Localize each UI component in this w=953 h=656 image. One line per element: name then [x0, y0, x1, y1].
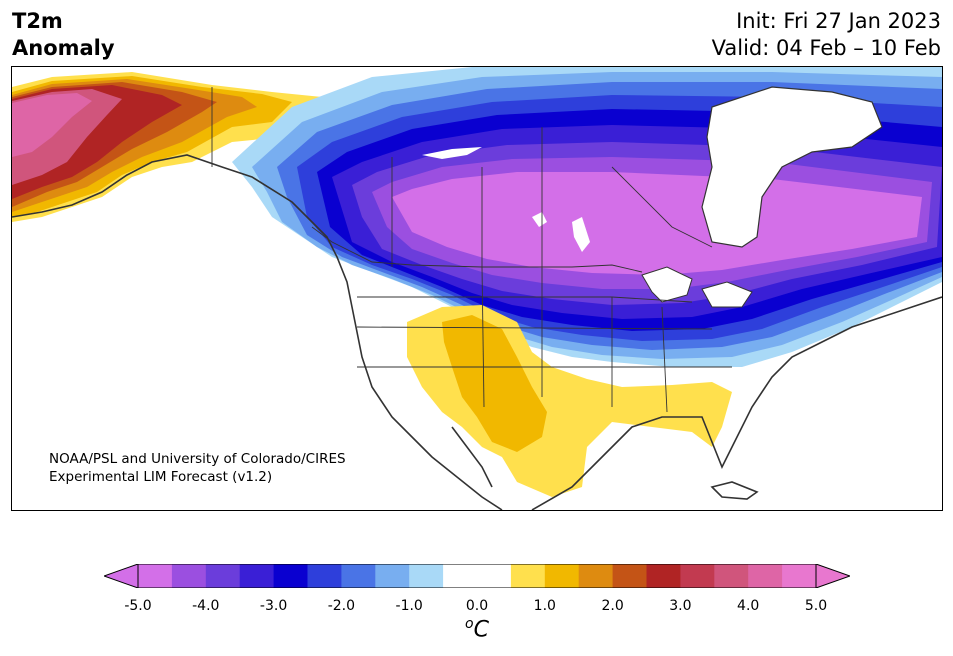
- alaska-warm-anomaly: [12, 72, 322, 222]
- color-legend-swatch: [680, 564, 715, 588]
- color-legend: [104, 564, 850, 588]
- color-legend-tick-label: 1.0: [533, 598, 556, 614]
- color-legend-swatch: [477, 564, 512, 588]
- color-legend-swatch: [646, 564, 681, 588]
- color-legend-swatch: [239, 564, 275, 588]
- color-legend-tick-label: -3.0: [259, 598, 288, 614]
- color-legend-tick-label: 4.0: [737, 598, 760, 614]
- color-legend-swatch: [375, 564, 410, 588]
- color-legend-swatch: [443, 564, 478, 588]
- forecast-dates: Init: Fri 27 Jan 2023 Valid: 04 Feb – 10…: [712, 8, 941, 62]
- unit-degree: o: [465, 616, 474, 632]
- map-title: T2m Anomaly: [12, 8, 115, 62]
- color-legend-swatch: [341, 564, 376, 588]
- coastlines: [12, 154, 942, 510]
- valid-date: Valid: 04 Feb – 10 Feb: [711, 36, 941, 60]
- map-title-line1: T2m: [12, 9, 63, 33]
- color-legend-swatch: [748, 564, 783, 588]
- anomaly-map-svg: [12, 67, 942, 510]
- data-credit: NOAA/PSL and University of Colorado/CIRE…: [49, 450, 346, 486]
- unit-letter: C: [473, 617, 489, 643]
- color-legend-tick-label: -4.0: [192, 598, 220, 614]
- color-legend-swatch: [612, 564, 647, 588]
- credit-line2: Experimental LIM Forecast (v1.2): [49, 469, 273, 485]
- color-legend-swatch: [307, 564, 342, 588]
- init-date: Init: Fri 27 Jan 2023: [736, 9, 941, 33]
- anomaly-map: NOAA/PSL and University of Colorado/CIRE…: [11, 66, 943, 511]
- color-legend-swatch: [171, 564, 207, 588]
- color-legend-swatch: [205, 564, 241, 588]
- color-legend-swatch: [510, 564, 546, 588]
- color-legend-tick-label: -2.0: [327, 598, 356, 614]
- color-legend-tick-label: -5.0: [124, 598, 152, 614]
- color-legend-swatch: [273, 564, 308, 588]
- color-legend-over-arrow: [815, 564, 850, 588]
- map-title-line2: Anomaly: [12, 36, 115, 60]
- color-legend-tick-label: -1.0: [395, 598, 423, 614]
- color-legend-outline: [137, 564, 817, 588]
- color-legend-segments: [104, 564, 850, 588]
- color-legend-swatch: [409, 564, 444, 588]
- color-legend-tick-label: 5.0: [804, 598, 828, 614]
- color-legend-swatch: [544, 564, 580, 588]
- borders: [211, 87, 732, 413]
- credit-line1: NOAA/PSL and University of Colorado/CIRE…: [49, 451, 346, 467]
- color-legend-tick-label: 3.0: [669, 598, 692, 614]
- color-legend-tick-label: 2.0: [601, 598, 624, 614]
- color-legend-swatch: [578, 564, 614, 588]
- color-legend-swatch: [138, 564, 173, 588]
- color-legend-tick-label: 0.0: [465, 598, 489, 614]
- unit-label: oC: [465, 616, 489, 642]
- color-legend-under-arrow: [104, 564, 139, 588]
- color-legend-swatch: [714, 564, 749, 588]
- water-features: [422, 86, 883, 308]
- southwest-warm-anomaly: [407, 305, 732, 497]
- color-legend-swatch: [782, 564, 817, 588]
